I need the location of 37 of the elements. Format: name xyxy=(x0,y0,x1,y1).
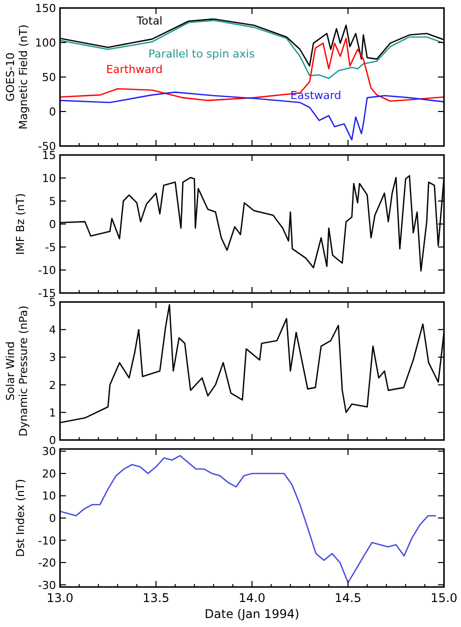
y-tick-label: 5 xyxy=(49,296,56,309)
x-tick-label: 14.5 xyxy=(334,591,362,605)
y-axis-title: Solar Wind Dynamic Pressure (nPa) xyxy=(4,306,30,436)
y-tick-label: 1 xyxy=(49,406,56,420)
x-tick-label: 13.5 xyxy=(142,591,170,605)
series-label: Parallel to spin axis xyxy=(148,48,255,61)
y-tick-label: 3 xyxy=(49,351,56,364)
y-tick-label: -20 xyxy=(38,556,56,570)
y-tick-label: 5 xyxy=(49,195,56,208)
y-tick-label: 0 xyxy=(49,218,56,231)
x-tick-label: 14.0 xyxy=(238,591,266,605)
y-tick-label: -10 xyxy=(38,264,56,277)
y-axis-title: IMF Bz (nT) xyxy=(14,193,27,255)
y-tick-label: 15 xyxy=(42,149,56,162)
y-tick-label: 150 xyxy=(35,2,56,15)
y-tick-label: -5 xyxy=(45,241,56,254)
series-label: Earthward xyxy=(106,62,163,76)
y-tick-label: 20 xyxy=(42,467,56,480)
y-axis-title: GOES-10 Magnetic Field (nT) xyxy=(4,24,30,130)
y-tick-label: -30 xyxy=(38,578,56,592)
y-axis-title: Dst Index (nT) xyxy=(14,478,27,558)
y-tick-label: 0 xyxy=(49,434,56,447)
y-tick-label: 30 xyxy=(42,445,56,458)
y-tick-label: 10 xyxy=(42,490,56,503)
y-tick-label: 50 xyxy=(42,71,56,84)
x-axis-title: Date (Jan 1994) xyxy=(204,607,300,621)
y-tick-label: 100 xyxy=(35,36,56,50)
y-tick-label: 0 xyxy=(49,106,56,118)
series-label: Eastward xyxy=(290,89,342,102)
x-tick-label: 15.0 xyxy=(430,591,458,605)
y-tick-label: 4 xyxy=(49,324,56,337)
y-tick-label: -10 xyxy=(38,534,56,548)
y-tick-label: 2 xyxy=(49,378,56,392)
y-tick-label: 0 xyxy=(49,512,56,525)
legend-label: Total xyxy=(136,14,163,28)
x-tick-label: 13.0 xyxy=(46,591,74,605)
y-tick-label: 10 xyxy=(42,172,56,185)
